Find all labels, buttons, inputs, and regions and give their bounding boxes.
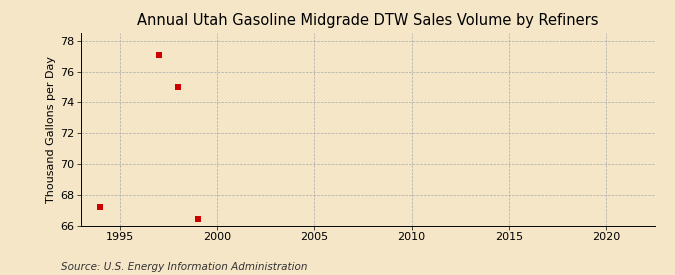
Point bbox=[153, 52, 164, 57]
Y-axis label: Thousand Gallons per Day: Thousand Gallons per Day bbox=[46, 56, 55, 203]
Point bbox=[192, 217, 203, 222]
Point bbox=[173, 85, 184, 89]
Title: Annual Utah Gasoline Midgrade DTW Sales Volume by Refiners: Annual Utah Gasoline Midgrade DTW Sales … bbox=[137, 13, 599, 28]
Text: Source: U.S. Energy Information Administration: Source: U.S. Energy Information Administ… bbox=[61, 262, 307, 272]
Point bbox=[95, 205, 106, 209]
